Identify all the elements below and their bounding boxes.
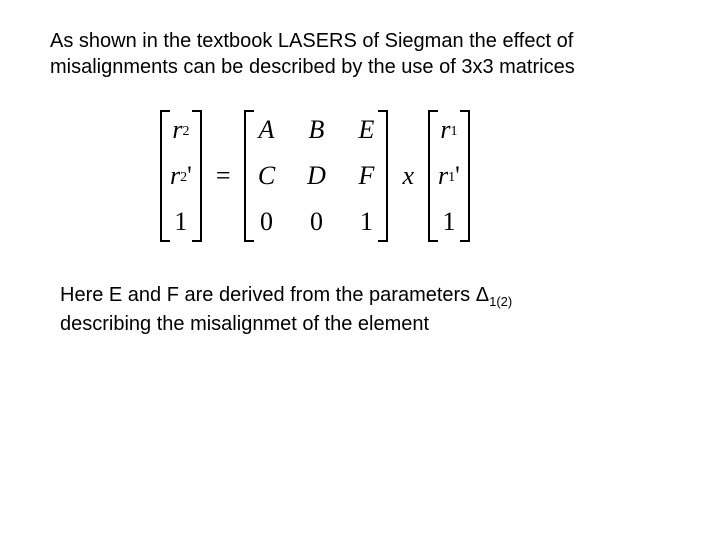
left-bracket-icon [160,110,170,242]
m-r1c2: B [304,115,328,145]
delta-symbol: Δ [476,284,489,306]
closing-paragraph: Here E and F are derived from the parame… [50,282,670,338]
rhs-row2: r1' [438,162,460,190]
rhs-vector: r1 r1' 1 [428,110,470,242]
matrix-equation: r2 r2' 1 = A B E C D [160,110,470,242]
equals-sign: = [202,161,245,191]
rhs-row3: 1 [438,208,460,236]
closing-prefix: Here E and F are derived from the parame… [60,284,476,306]
matrix-row1: A B E [254,116,378,144]
m-r2c3: F [354,161,378,191]
left-bracket-icon [244,110,254,242]
right-bracket-icon [460,110,470,242]
equation-block: r2 r2' 1 = A B E C D [50,110,670,242]
right-bracket-icon [192,110,202,242]
lhs-row2: r2' [170,162,192,190]
m-r3c1: 0 [254,207,278,237]
coefficient-matrix: A B E C D F 0 0 1 [244,110,388,242]
lhs-row1: r2 [170,116,192,144]
right-bracket-icon [378,110,388,242]
lhs-r1-sub: 2 [182,124,189,140]
matrix-row2: C D F [254,162,378,190]
m-r1c3: E [354,115,378,145]
times-sign: x [388,161,428,191]
rhs-r1-var: r [440,115,450,145]
rhs-r2-sub: 1 [448,170,455,186]
rhs-r1-sub: 1 [451,124,458,140]
lhs-row3: 1 [170,208,192,236]
m-r3c2: 0 [304,207,328,237]
intro-paragraph: As shown in the textbook LASERS of Siegm… [50,28,670,80]
matrix-row3: 0 0 1 [254,208,378,236]
slide-page: As shown in the textbook LASERS of Siegm… [0,0,720,338]
closing-line2: describing the misalignmet of the elemen… [60,313,429,335]
m-r3c3: 1 [354,207,378,237]
delta-subscript: 1(2) [489,294,512,309]
m-r1c1: A [254,115,278,145]
lhs-r2-sub: 2 [180,170,187,186]
rhs-r2-var: r [438,161,448,191]
m-r2c2: D [304,161,328,191]
lhs-r1-var: r [172,115,182,145]
left-bracket-icon [428,110,438,242]
lhs-vector: r2 r2' 1 [160,110,202,242]
lhs-r2-var: r [170,161,180,191]
rhs-row1: r1 [438,116,460,144]
m-r2c1: C [254,161,278,191]
